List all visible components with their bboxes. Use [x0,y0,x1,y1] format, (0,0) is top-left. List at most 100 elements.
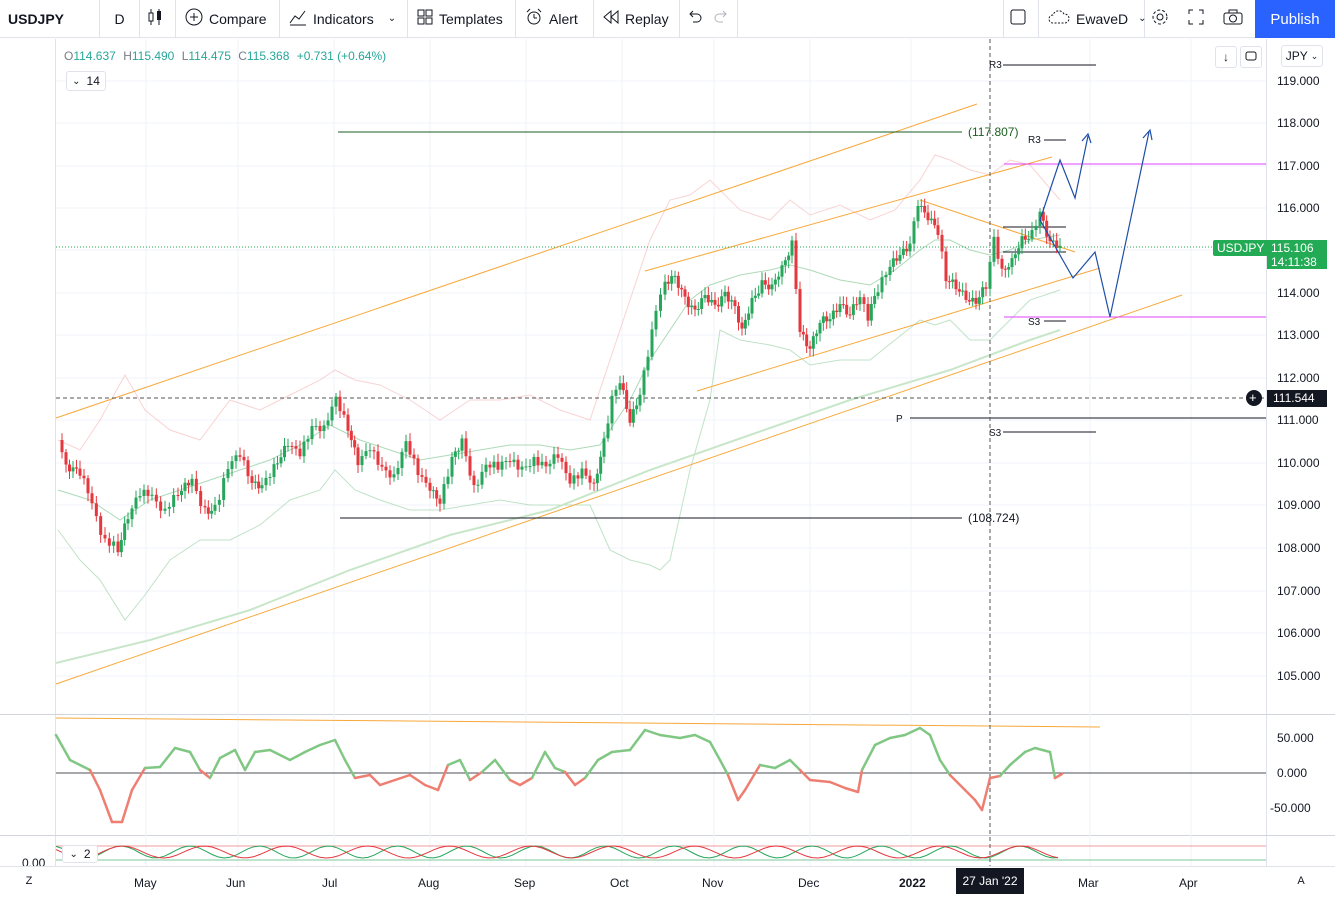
zoom-label: Z [25,875,33,887]
candle-body [631,409,635,423]
currency-button[interactable]: JPY ⌄ [1281,45,1323,67]
auto-scale-button[interactable]: A [1292,872,1310,890]
oscillator-segment [708,740,722,762]
plus-icon: + [1249,390,1257,405]
settings-button[interactable] [1145,0,1181,38]
oscillator-segment [726,773,740,802]
candle-body [845,304,849,315]
candle-body [666,281,670,284]
candle-body [453,451,457,457]
templates-button[interactable]: Templates [408,0,516,38]
select-button[interactable] [1003,0,1039,38]
oscillator-segment [436,763,450,792]
candle-body [696,308,700,310]
candle-body [716,304,720,307]
oscillator-segment [408,773,427,787]
oscillator-segment [353,773,372,780]
candle-body [334,396,338,407]
oscillator-segment [446,758,462,767]
candle-body [798,289,802,332]
oscillator-segment [973,798,984,812]
candle-body [203,506,207,508]
chevron-down-icon: ⌄ [1310,50,1319,61]
maximize-pane-button[interactable] [1240,46,1262,68]
candle-body [908,243,912,252]
candle-body [683,289,687,297]
alert-icon [525,8,549,29]
layout-name-label: EwaveD [1076,10,1129,27]
oscillator-segment [208,756,222,780]
plus-circle-icon [185,8,209,29]
pivot-r3-mid-label: R3 [1028,135,1041,146]
middle-band [57,234,1061,521]
candle-body [314,425,318,427]
candle-body [770,284,774,290]
undo-button[interactable] [680,0,708,38]
redo-icon [714,10,736,27]
candle-body [187,482,190,486]
candle-body [1055,240,1059,248]
candle-body [851,304,855,316]
symbol-search[interactable]: USDJPY [0,0,100,38]
oscillator-segment [888,733,907,740]
candle-body [504,460,508,462]
candle-body [150,494,154,496]
candle-body [838,304,842,313]
candle-body [880,277,884,293]
candle-body [234,455,238,462]
candle-body [916,205,920,222]
candle-body [380,464,384,467]
redo-button[interactable] [708,0,738,38]
candle-body [818,322,822,334]
candle-body [831,310,835,320]
indicators-button[interactable]: Indicators ⌄ [280,0,408,38]
indicator-collapse-button[interactable]: ⌄ 14 [66,71,106,91]
alert-button[interactable]: Alert [516,0,594,38]
trend-channel [55,103,1183,728]
crosshair-price-value: 111.544 [1273,391,1315,405]
replay-button[interactable]: Replay [594,0,680,38]
lower-band [57,289,1061,621]
price-axis-label: 113.000 [1277,328,1320,342]
undo-icon [686,10,708,27]
grid [56,39,1266,866]
candle-body [90,493,94,504]
oscillator-segment [788,758,802,772]
levels [56,39,1266,866]
pivot-s3-low-label: S3 [989,428,1002,439]
candle-body [869,303,873,321]
candle-body [568,473,572,484]
candle-body [848,314,852,316]
oscillator-segment [243,750,257,772]
scroll-down-button[interactable]: ↓ [1215,46,1237,68]
sub-pane-collapse-button[interactable]: ⌄ 2 [62,845,98,863]
snapshot-button[interactable] [1217,0,1255,38]
open-key: O [64,49,74,63]
top-toolbar: USDJPY D Compare Indicators ⌄ Templates … [0,0,1335,38]
candle-body [460,438,464,451]
time-axis-bar [0,866,1335,899]
layout-button[interactable]: EwaveD ⌄ [1039,0,1147,38]
fullscreen-button[interactable] [1181,0,1217,38]
candle-body [592,482,596,484]
chart-type-button[interactable] [140,0,176,38]
oscillator-segment [903,726,922,737]
candle-body [190,478,194,486]
candle-body [720,296,724,307]
oscillator-segment [188,750,202,772]
crosshair-add-button[interactable] [1246,390,1262,406]
zoom-button[interactable]: Z [20,872,38,890]
channel-upper [55,103,978,419]
candle-body [268,477,272,479]
upper-band [57,154,1061,451]
candle-body [680,287,684,290]
chevron-down-icon: ⌄ [69,848,78,860]
candle-body [923,205,927,213]
candle-body [146,489,150,496]
interval-button[interactable]: D [100,0,140,38]
publish-button[interactable]: Publish [1255,0,1335,38]
price-axis-label: 110.000 [1277,456,1320,470]
candle-body [693,305,697,310]
compare-button[interactable]: Compare [176,0,280,38]
